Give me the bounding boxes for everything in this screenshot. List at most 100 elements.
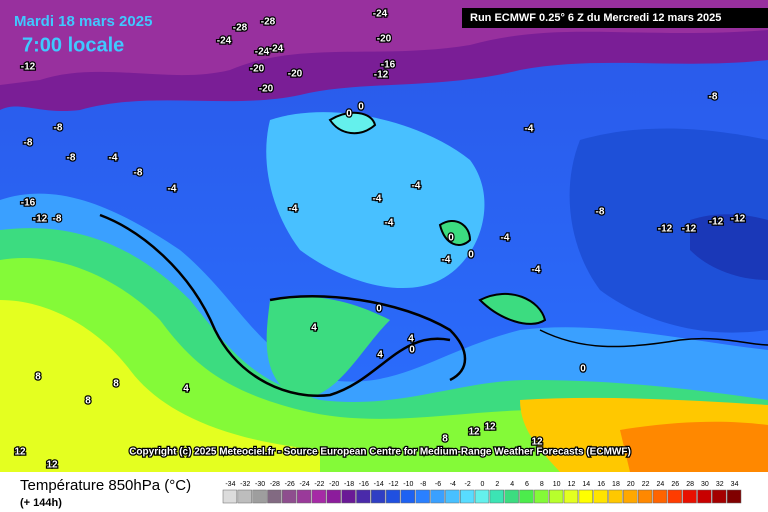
scale-cell — [371, 489, 386, 504]
forecast-date: Mardi 18 mars 2025 — [14, 13, 152, 30]
scale-label: -12 — [388, 481, 398, 488]
contour-label: -4 — [289, 204, 298, 215]
contour-label: 12 — [46, 460, 58, 471]
contour-label: -12 — [731, 214, 746, 225]
scale-label: -18 — [344, 481, 354, 488]
scale-label: 6 — [525, 481, 529, 488]
contour-label: 8 — [35, 372, 41, 383]
scale-cell — [415, 489, 430, 504]
contour-label: -20 — [259, 84, 274, 95]
scale-label: 28 — [686, 481, 694, 488]
contour-label: 4 — [377, 350, 383, 361]
scale-cell — [667, 489, 682, 504]
scale-label: -28 — [270, 481, 280, 488]
contour-label: -16 — [381, 60, 396, 71]
contour-label: -8 — [134, 168, 143, 179]
contour-label: 8 — [85, 396, 91, 407]
scale-cell — [311, 489, 327, 504]
scale-label: 4 — [510, 481, 514, 488]
contour-label: -8 — [67, 153, 76, 164]
contour-label: -4 — [501, 233, 510, 244]
contour-label: 0 — [468, 250, 474, 261]
scale-cell — [623, 489, 638, 504]
contour-label: -24 — [255, 47, 270, 58]
legend-title: Température 850hPa (°C) — [20, 477, 191, 494]
scale-cell — [222, 489, 238, 504]
scale-label: -16 — [359, 481, 369, 488]
contour-label: 0 — [376, 304, 382, 315]
contour-label: -4 — [412, 181, 421, 192]
scale-cell — [460, 489, 475, 504]
scale-cell — [400, 489, 416, 504]
contour-label: -4 — [525, 124, 534, 135]
scale-cell — [593, 489, 608, 504]
contour-label: 0 — [346, 109, 352, 120]
contour-labels: -24-28-28-24-24-20-24-20 -20-16-12-20-12-… — [13, 7, 747, 472]
scale-label: 18 — [612, 481, 620, 488]
contour-label: -4 — [109, 153, 118, 164]
scale-cell — [578, 489, 593, 504]
scale-cell — [652, 489, 668, 504]
scale-label: 22 — [642, 481, 650, 488]
contour-label: -16 — [21, 198, 36, 209]
run-info: Run ECMWF 0.25° 6 Z du Mercredi 12 mars … — [470, 12, 721, 24]
scale-cell — [682, 489, 697, 504]
contour-label: 4 — [183, 384, 189, 395]
scale-label: -22 — [314, 481, 324, 488]
forecast-time: 7:00 locale — [22, 34, 124, 56]
scale-cell — [504, 489, 519, 504]
contour-label: -12 — [682, 224, 697, 235]
scale-cell — [445, 489, 460, 504]
scale-label: 20 — [627, 481, 635, 488]
scale-cell — [534, 489, 549, 504]
scale-cell — [282, 489, 297, 504]
contour-label: 12 — [531, 437, 543, 448]
contour-label: 12 — [14, 447, 26, 458]
scale-cell — [726, 489, 742, 504]
contour-label: -4 — [442, 255, 451, 266]
scale-label: -6 — [435, 481, 441, 488]
scale-cell — [637, 489, 653, 504]
scale-cell — [296, 489, 312, 504]
scale-label: 2 — [495, 481, 499, 488]
scale-label: 16 — [597, 481, 605, 488]
contour-label: -12 — [33, 214, 48, 225]
scale-cell — [474, 489, 490, 504]
scale-cell — [341, 489, 356, 504]
scale-cell — [385, 489, 401, 504]
scale-label: 10 — [553, 481, 561, 488]
contour-label: 0 — [409, 345, 415, 356]
scale-label: 32 — [716, 481, 724, 488]
contour-label: -8 — [53, 214, 62, 225]
run-box — [462, 8, 768, 28]
scale-label: 14 — [582, 481, 590, 488]
scale-label: -8 — [420, 481, 426, 488]
contour-label: 8 — [442, 434, 448, 445]
scale-label: -4 — [450, 481, 456, 488]
scale-cell — [267, 489, 282, 504]
contour-label: -4 — [532, 265, 541, 276]
scale-cell — [712, 489, 727, 504]
scale-label: -2 — [465, 481, 471, 488]
lead-time: (+ 144h) — [20, 497, 62, 509]
contour-label: -8 — [24, 138, 33, 149]
scale-label: -26 — [285, 481, 295, 488]
scale-label: 0 — [481, 481, 485, 488]
scale-label: -30 — [255, 481, 265, 488]
contour-label: -28 — [261, 17, 276, 28]
contour-label: -24 — [373, 9, 388, 20]
scale-label: -32 — [240, 481, 250, 488]
scale-label: 8 — [540, 481, 544, 488]
scale-label: -14 — [374, 481, 384, 488]
contour-label: 12 — [484, 422, 496, 433]
scale-cell — [356, 489, 371, 504]
color-scale: -34 -32 -30 -28 -26 -24 -22 -20 -18 -16 -14 -12 -10-… — [222, 481, 742, 504]
contour-label: 4 — [408, 334, 414, 345]
contour-label: -20 — [377, 34, 392, 45]
copyright: Copyright (c) 2025 Meteociel.fr - Source… — [129, 447, 631, 458]
scale-cell — [430, 489, 445, 504]
scale-label: -20 — [329, 481, 339, 488]
scale-cell — [252, 489, 267, 504]
scale-cell — [548, 489, 564, 504]
